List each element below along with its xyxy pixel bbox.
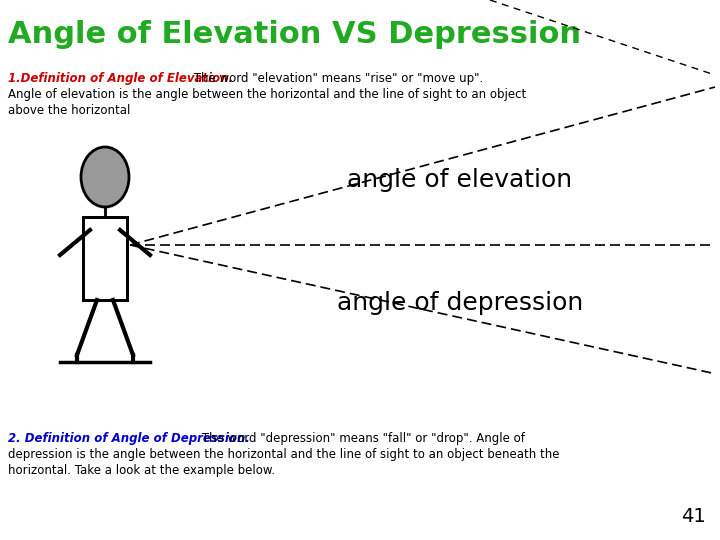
- Text: The word "elevation" means "rise" or "move up".: The word "elevation" means "rise" or "mo…: [190, 72, 483, 85]
- Bar: [83, 217, 127, 255]
- Text: angle of elevation: angle of elevation: [348, 168, 572, 192]
- Text: Angle of Elevation VS Depression: Angle of Elevation VS Depression: [8, 20, 581, 49]
- Text: The word "depression" means "fall" or "drop". Angle of: The word "depression" means "fall" or "d…: [198, 432, 525, 445]
- Text: above the horizontal: above the horizontal: [8, 104, 130, 117]
- Text: Angle of elevation is the angle between the horizontal and the line of sight to : Angle of elevation is the angle between …: [8, 88, 526, 101]
- Text: 1.Definition of Angle of Elevation.: 1.Definition of Angle of Elevation.: [8, 72, 233, 85]
- Text: angle of depression: angle of depression: [337, 291, 583, 315]
- Text: 2. Definition of Angle of Depression.: 2. Definition of Angle of Depression.: [8, 432, 250, 445]
- Bar: [83, 217, 127, 300]
- Bar: [83, 217, 127, 300]
- Ellipse shape: [81, 147, 129, 207]
- Text: horizontal. Take a look at the example below.: horizontal. Take a look at the example b…: [8, 464, 275, 477]
- Text: 41: 41: [681, 507, 706, 526]
- Text: depression is the angle between the horizontal and the line of sight to an objec: depression is the angle between the hori…: [8, 448, 559, 461]
